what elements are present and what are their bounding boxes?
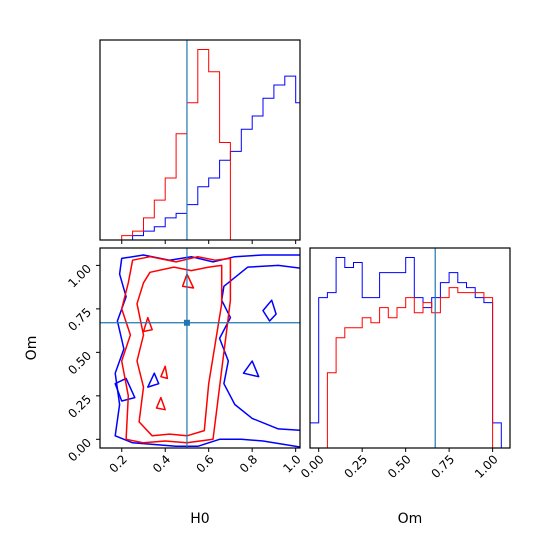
panel-joint: 0.2 0.4 0.6 0.8 1.0 0.000.250.500.751.00 H0 … bbox=[24, 247, 304, 527]
contour-red-island-4 bbox=[155, 396, 166, 411]
contour-blue-island-2 bbox=[242, 360, 260, 378]
joint-ytick-label-1: 0.25 bbox=[65, 392, 94, 421]
om-hist-series-0 bbox=[310, 257, 510, 449]
om-xtick-label-0: 0.00 bbox=[298, 452, 327, 481]
joint-xtick-label-3: 0.8 bbox=[237, 452, 260, 475]
contour-red-inner bbox=[136, 264, 223, 437]
x-axis-label-om: Om bbox=[398, 511, 423, 527]
joint-ytick-label-2: 0.50 bbox=[65, 349, 94, 378]
contour-red-island-3 bbox=[181, 273, 195, 289]
joint-ytick-label-4: 1.00 bbox=[65, 262, 94, 291]
om-xtick-label-2: 0.50 bbox=[385, 452, 414, 481]
panel-h0-hist bbox=[99, 39, 301, 244]
panel-om-hist: 0.00 0.25 0.50 0.75 1.00 Om bbox=[298, 247, 511, 527]
x-axis-label-h0: H0 bbox=[190, 511, 209, 527]
h0-hist-series-1 bbox=[100, 49, 300, 241]
joint-ytick-label-0: 0.00 bbox=[65, 436, 94, 465]
om-hist-series-1 bbox=[310, 287, 510, 449]
contour-blue-outer bbox=[114, 254, 300, 448]
contour-red-island-1 bbox=[142, 316, 153, 333]
contour-blue-island-1 bbox=[262, 299, 277, 322]
truth-marker bbox=[183, 319, 190, 326]
contour-red-island-2 bbox=[160, 365, 169, 380]
h0-hist-frame bbox=[99, 39, 301, 241]
om-xtick-label-1: 0.25 bbox=[342, 452, 371, 481]
contour-blue-island-4 bbox=[147, 372, 160, 388]
joint-ytick-label-3: 0.75 bbox=[65, 305, 94, 334]
om-xtick-label-4: 1.00 bbox=[472, 452, 501, 481]
y-axis-label-om: Om bbox=[24, 336, 40, 361]
contour-blue-island-3 bbox=[114, 377, 136, 402]
joint-xtick-label-1: 0.4 bbox=[150, 452, 173, 475]
h0-hist-series-0 bbox=[100, 75, 301, 241]
joint-xtick-label-2: 0.6 bbox=[193, 452, 216, 475]
om-hist-frame bbox=[309, 247, 511, 449]
contour-blue-inner bbox=[218, 264, 300, 431]
joint-xtick-label-0: 0.2 bbox=[106, 452, 129, 475]
joint-frame bbox=[99, 247, 301, 449]
om-xtick-label-3: 0.75 bbox=[428, 452, 457, 481]
contour-red-outer bbox=[120, 255, 232, 444]
